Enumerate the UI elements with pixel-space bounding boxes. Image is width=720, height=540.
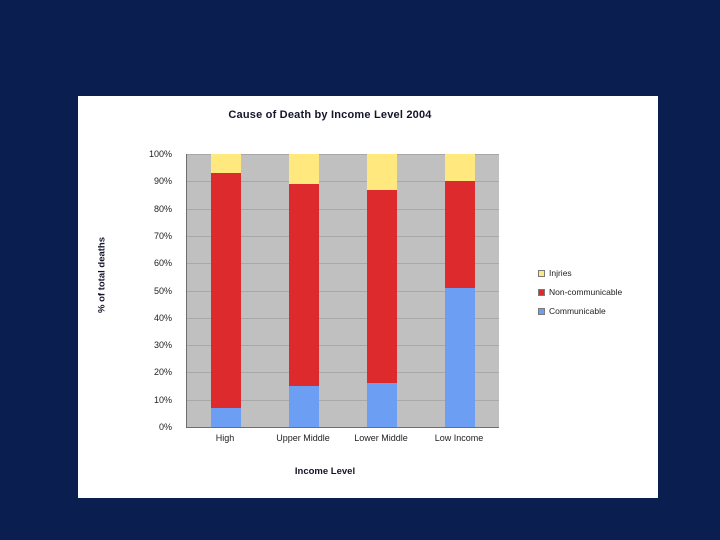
y-tick-label: 50%	[153, 285, 172, 296]
segment-injries	[367, 154, 397, 190]
legend: Injries Non-communicable Communicable	[538, 268, 622, 316]
segment-communicable	[211, 407, 241, 427]
plot-area	[186, 154, 499, 428]
x-tick-label: Low Income	[434, 433, 484, 443]
segment-injries	[211, 154, 241, 174]
gridline	[187, 263, 499, 265]
x-axis-tick-labels: High Upper Middle Lower Middle Low Income	[186, 433, 498, 443]
y-tick-label: 20%	[153, 367, 172, 378]
gridline	[187, 208, 499, 210]
stacked-bar	[289, 154, 319, 427]
x-axis-title: Income Level	[294, 466, 356, 477]
segment-communicable	[445, 287, 475, 427]
bar-series	[187, 154, 499, 427]
legend-swatch	[538, 288, 545, 296]
segment-communicable	[289, 386, 319, 427]
legend-label: Communicable	[549, 306, 606, 316]
y-tick-label: 70%	[153, 230, 172, 241]
x-tick-label: Upper Middle	[276, 433, 330, 443]
legend-swatch	[538, 269, 545, 277]
x-tick-label: High	[215, 433, 235, 443]
segment-non-communicable	[289, 184, 319, 387]
chart-title: Cause of Death by Income Level 2004	[228, 109, 432, 121]
segment-injries	[289, 154, 319, 185]
gridline	[187, 317, 499, 319]
legend-label: Non-communicable	[549, 287, 623, 297]
y-tick-label: 60%	[153, 258, 172, 269]
stacked-bar	[211, 154, 241, 427]
y-tick-label: 30%	[153, 340, 172, 351]
bar-high	[187, 154, 265, 427]
y-tick-label: 100%	[148, 149, 172, 159]
segment-non-communicable	[445, 181, 475, 288]
bar-lower-middle	[343, 154, 421, 427]
gridline	[187, 290, 499, 292]
bar-upper-middle	[265, 154, 343, 427]
segment-non-communicable	[211, 173, 241, 408]
stacked-bar	[445, 154, 475, 427]
gridline	[187, 399, 499, 401]
segment-non-communicable	[367, 189, 397, 384]
gridline	[187, 154, 499, 155]
gridline	[187, 372, 499, 374]
x-tick-label: Lower Middle	[354, 433, 408, 443]
gridline	[187, 345, 499, 347]
y-tick-label: 90%	[153, 176, 172, 187]
segment-communicable	[367, 383, 397, 427]
y-tick-label: 10%	[153, 394, 172, 405]
legend-swatch	[538, 307, 545, 315]
segment-injries	[445, 154, 475, 182]
gridline	[187, 181, 499, 183]
stacked-bar	[367, 154, 397, 427]
legend-item-non-communicable: Non-communicable	[538, 287, 622, 297]
y-tick-label: 40%	[153, 312, 172, 323]
y-tick-label: 0%	[158, 422, 172, 432]
gridline	[187, 235, 499, 237]
legend-label: Injries	[549, 268, 572, 278]
bar-low-income	[421, 154, 499, 427]
legend-item-injries: Injries	[538, 268, 622, 278]
y-axis-tick-labels: 0% 10% 20% 30% 40% 50% 60% 70% 80% 90% 100%	[78, 149, 180, 432]
y-tick-label: 80%	[153, 203, 172, 214]
legend-item-communicable: Communicable	[538, 306, 622, 316]
chart-panel: Cause of Death by Income Level 2004 % of…	[78, 96, 658, 498]
